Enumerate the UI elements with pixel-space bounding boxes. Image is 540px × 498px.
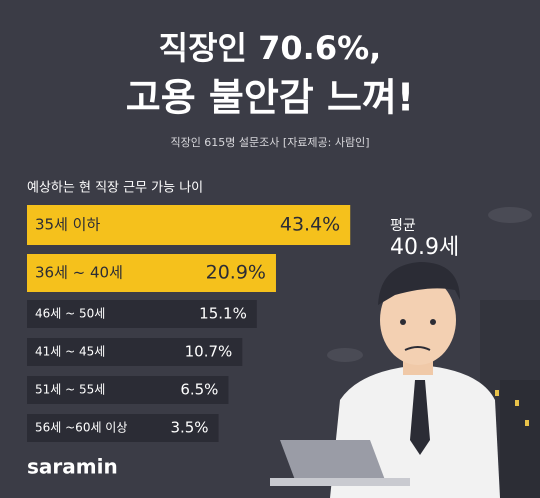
subtitle: 직장인 615명 설문조사 [자료제공: 사람인] bbox=[170, 136, 369, 149]
bar bbox=[27, 338, 243, 366]
bar bbox=[27, 414, 219, 442]
value-label: 6.5% bbox=[180, 381, 218, 399]
category-label: 46세 ~ 50세 bbox=[35, 307, 105, 321]
category-label: 41세 ~ 45세 bbox=[35, 345, 105, 359]
bar bbox=[27, 300, 257, 328]
chart-title: 예상하는 현 직장 근무 가능 나이 bbox=[27, 181, 203, 196]
worker-illustration bbox=[270, 262, 500, 498]
bar bbox=[27, 376, 229, 404]
average-label: 평균 bbox=[390, 218, 416, 234]
value-label: 3.5% bbox=[170, 419, 208, 437]
average-value: 40.9세 bbox=[390, 235, 459, 260]
cloud bbox=[488, 207, 532, 223]
category-label: 35세 이하 bbox=[35, 216, 100, 234]
bar bbox=[27, 254, 276, 292]
title-line: 직장인 70.6%, bbox=[159, 29, 382, 67]
value-label: 10.7% bbox=[185, 343, 233, 361]
cloud bbox=[327, 348, 363, 362]
bar bbox=[27, 205, 351, 245]
category-label: 51세 ~ 55세 bbox=[35, 383, 105, 397]
category-label: 36세 ~ 40세 bbox=[35, 264, 123, 282]
value-label: 15.1% bbox=[199, 305, 247, 323]
category-label: 56세 ~60세 이상 bbox=[35, 421, 127, 435]
title-line: 고용 불안감 느껴! bbox=[126, 76, 415, 120]
brand-logo: saramin bbox=[27, 455, 118, 479]
value-label: 43.4% bbox=[280, 214, 340, 236]
value-label: 20.9% bbox=[206, 262, 266, 284]
